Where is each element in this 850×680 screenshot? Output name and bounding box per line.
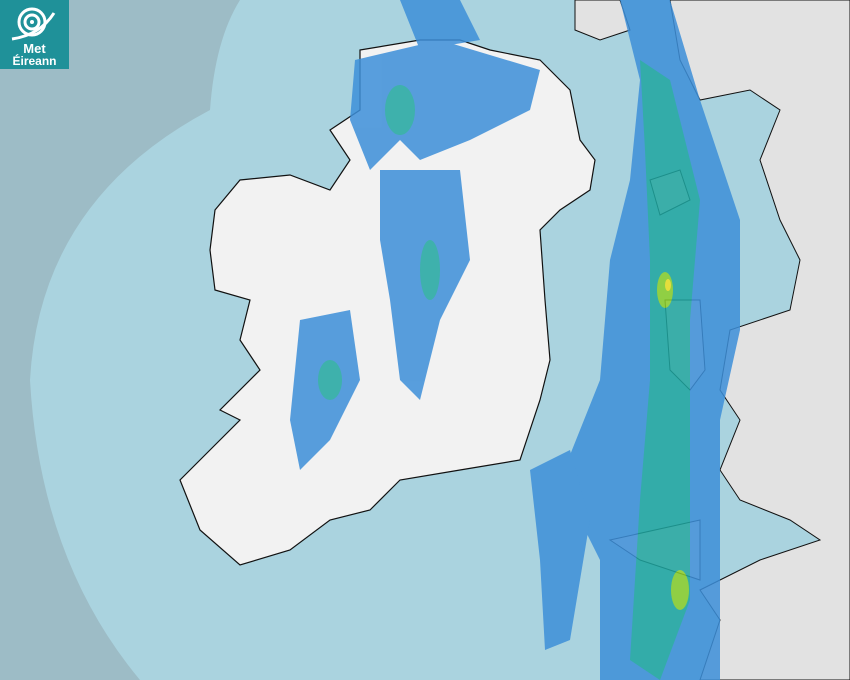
rain-echoes bbox=[290, 0, 740, 680]
logo-text-eireann: Éireann bbox=[12, 54, 57, 68]
ireland-land bbox=[179, 39, 596, 566]
logo-text-met: Met bbox=[23, 41, 46, 56]
swirl-logo-icon bbox=[11, 7, 56, 41]
met-eireann-logo[interactable]: Met Éireann bbox=[0, 0, 69, 69]
